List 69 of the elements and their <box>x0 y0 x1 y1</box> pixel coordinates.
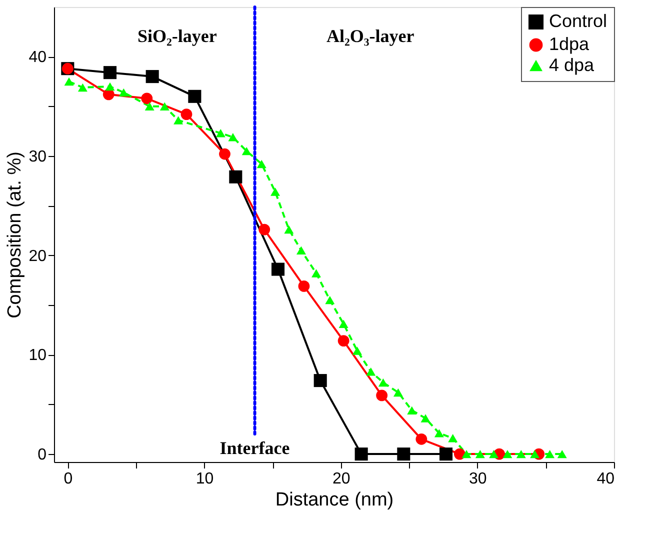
point <box>271 262 285 276</box>
point <box>530 450 540 458</box>
point <box>352 346 362 355</box>
point <box>434 429 444 438</box>
point <box>118 88 128 97</box>
y-tick-label: 0 <box>38 446 47 464</box>
y-tick-label: 10 <box>28 347 47 364</box>
point <box>462 450 472 458</box>
point <box>448 434 458 442</box>
x-tick-label: 40 <box>596 470 615 488</box>
point <box>284 225 294 234</box>
point <box>296 246 306 255</box>
ref-line-label: Interface <box>220 438 290 458</box>
point <box>144 102 154 110</box>
x-tick-label: 20 <box>332 470 350 488</box>
x-tick-label: 0 <box>64 470 73 488</box>
point <box>314 374 327 388</box>
point <box>216 129 226 138</box>
point <box>454 448 466 460</box>
point <box>105 82 115 91</box>
point <box>103 66 117 80</box>
point <box>366 367 376 376</box>
point <box>64 77 74 86</box>
point <box>78 83 88 92</box>
point <box>219 148 230 160</box>
y-tick-label: 20 <box>28 248 47 265</box>
point <box>174 116 184 124</box>
y-tick-label: 30 <box>28 148 47 166</box>
point <box>146 70 159 84</box>
point <box>420 414 430 422</box>
point <box>489 450 499 458</box>
point <box>397 448 410 461</box>
point <box>312 269 321 278</box>
point <box>298 280 310 292</box>
legend-label: Control <box>549 11 608 31</box>
point <box>376 390 388 402</box>
point <box>557 450 567 458</box>
y-tick-label: 40 <box>28 49 47 66</box>
legend-label: 1dpa <box>549 34 590 54</box>
point <box>516 450 526 458</box>
point <box>270 188 280 196</box>
point <box>378 378 388 387</box>
point <box>354 448 368 461</box>
point <box>393 388 403 397</box>
y-axis-title: Composition (at. %) <box>4 152 26 318</box>
point <box>180 108 192 120</box>
point <box>141 92 153 104</box>
point <box>160 102 170 110</box>
annotation: Al₂O₃-layer <box>326 26 414 46</box>
point <box>502 450 512 458</box>
legend-label: 4 dpa <box>549 55 596 75</box>
point <box>475 450 485 458</box>
point <box>325 296 335 304</box>
point <box>242 146 252 156</box>
x-tick-label: 30 <box>469 470 487 488</box>
x-axis-title: Distance (nm) <box>275 490 394 510</box>
point <box>229 170 242 184</box>
point <box>545 450 555 458</box>
point <box>256 160 266 168</box>
annotation: SiO₂-layer <box>138 26 217 46</box>
point <box>338 320 348 328</box>
point <box>407 406 417 414</box>
point <box>439 448 453 461</box>
point <box>188 90 202 103</box>
point <box>416 433 428 445</box>
point <box>338 335 350 346</box>
point <box>258 224 270 236</box>
point <box>228 133 238 142</box>
x-tick-label: 10 <box>196 470 214 488</box>
